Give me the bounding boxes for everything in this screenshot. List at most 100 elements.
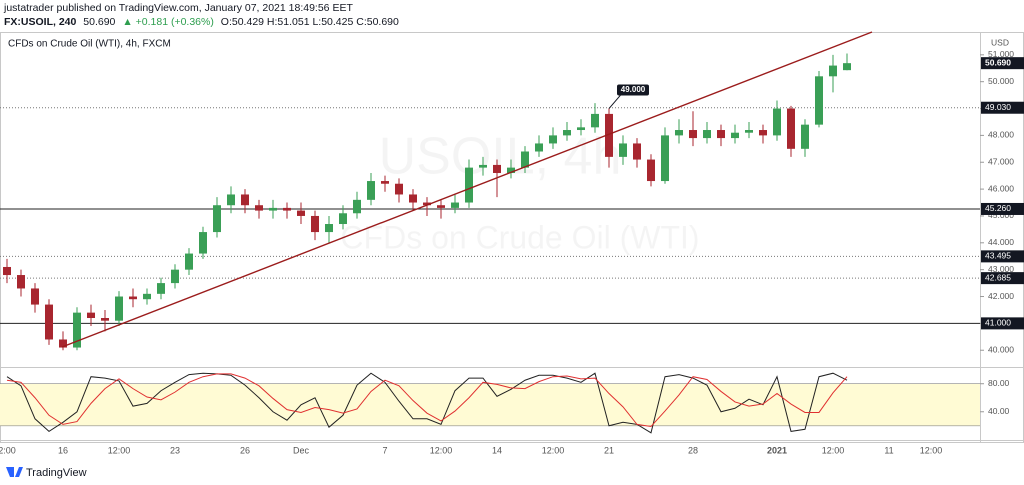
level-label: 42.685: [985, 272, 1011, 282]
candle-body: [227, 194, 235, 206]
level-label: 41.000: [985, 318, 1011, 328]
y-tick-label: 40.00: [988, 406, 1010, 416]
candle-body: [115, 296, 123, 321]
candle-body: [773, 108, 781, 136]
candle-body: [535, 143, 543, 152]
logo: [6, 467, 23, 477]
callout-label: 49.000: [621, 85, 646, 94]
x-tick-label: 14: [492, 445, 502, 455]
level-label: 49.030: [985, 102, 1011, 112]
candle-body: [143, 293, 151, 300]
candle-body: [591, 113, 599, 128]
change: ▲ +0.181 (+0.36%): [122, 16, 214, 28]
candle-body: [577, 127, 585, 131]
oscillator-band: [0, 383, 980, 426]
candle-body: [703, 130, 711, 139]
x-tick-label: 16: [58, 445, 68, 455]
y-tick-label: 46.000: [988, 183, 1014, 193]
candle-body: [689, 130, 697, 139]
oscillator-line: [6, 372, 848, 434]
y-tick-label: 50.000: [988, 76, 1014, 86]
candle-body: [801, 124, 809, 149]
candle-body: [157, 283, 165, 294]
x-tick-label: 23: [170, 445, 180, 455]
y-tick-label: 44.000: [988, 237, 1014, 247]
candle-body: [31, 288, 39, 305]
y-tick-label: 42.000: [988, 291, 1014, 301]
y-tick-label: 47.000: [988, 156, 1014, 166]
candle-body: [731, 132, 739, 139]
candle-body: [423, 202, 431, 206]
y-tick-label: 45.000: [988, 210, 1014, 220]
candle-body: [521, 151, 529, 168]
last-price-box: [981, 57, 1024, 70]
candle-body: [815, 76, 823, 125]
x-tick-label: Dec: [293, 445, 310, 455]
candle-body: [255, 205, 263, 211]
candle-body: [269, 207, 277, 211]
y-tick-label: 43.000: [988, 264, 1014, 274]
candle-body: [465, 167, 473, 203]
candle-body: [311, 215, 319, 233]
candle-body: [297, 210, 305, 216]
candle-body: [213, 205, 221, 233]
candle-body: [101, 318, 109, 321]
candle-body: [241, 194, 249, 206]
x-tick-label: 12:00: [430, 445, 453, 455]
candle-body: [129, 296, 137, 300]
chart-title: CFDs on Crude Oil (WTI), 4h, FXCM: [8, 39, 171, 50]
watermark: USOIL, 4h CFDs on Crude Oil (WTI): [340, 128, 699, 256]
candle-body: [185, 253, 193, 270]
x-tick-label: 2021: [767, 445, 787, 455]
watermark-name: CFDs on Crude Oil (WTI): [340, 219, 699, 255]
candle-body: [353, 199, 361, 214]
ohlc: O:50.429 H:51.051 L:50.425 C:50.690: [221, 16, 399, 28]
candle-body: [339, 213, 347, 225]
candle-body: [199, 232, 207, 254]
candle-body: [395, 183, 403, 195]
level-label-box: [981, 202, 1024, 215]
candle-body: [17, 275, 25, 289]
publisher-line: justatrader published on TradingView.com…: [3, 2, 353, 14]
candle-body: [493, 164, 501, 173]
candle-body: [549, 135, 557, 144]
candle-body: [381, 181, 389, 184]
y-tick-label: 40.000: [988, 344, 1014, 354]
callout-pointer: [608, 94, 622, 109]
x-tick-label: 28: [688, 445, 698, 455]
candle-body: [437, 205, 445, 208]
x-tick-label: 26: [240, 445, 250, 455]
candle-body: [563, 130, 571, 136]
candle-body: [507, 167, 515, 173]
x-tick-label: 11: [884, 445, 893, 455]
footer: TradingView: [6, 467, 87, 479]
symbol-line: FX:USOIL, 240 50.690 ▲ +0.181 (+0.36%) O…: [4, 16, 399, 28]
x-tick-label: 12:00: [108, 445, 131, 455]
candle-body: [479, 164, 487, 168]
level-label-box: [981, 317, 1024, 330]
candle-body: [745, 130, 753, 133]
candle-body: [325, 224, 333, 233]
x-tick-label: 12:00: [542, 445, 565, 455]
candle-body: [661, 135, 669, 182]
candle-body: [605, 113, 613, 157]
candle-body: [73, 312, 81, 348]
last: 50.690: [83, 16, 115, 28]
candle-body: [87, 312, 95, 319]
x-tick-label: 7: [382, 445, 387, 455]
candle-body: [409, 194, 417, 203]
candle-body: [787, 108, 795, 149]
candle-body: [3, 266, 11, 276]
candle-body: [647, 159, 655, 182]
oscillator-line: [6, 373, 848, 428]
x-tick-label: 2:00: [0, 445, 16, 455]
x-tick-label: 21: [604, 445, 614, 455]
candle-body: [843, 63, 851, 71]
callout-box: [617, 84, 649, 96]
symbol: FX:USOIL, 240: [4, 16, 77, 28]
candle-body: [759, 130, 767, 136]
candle-body: [171, 269, 179, 284]
last-price-label: 50.690: [985, 57, 1011, 67]
level-label-box: [981, 101, 1024, 114]
